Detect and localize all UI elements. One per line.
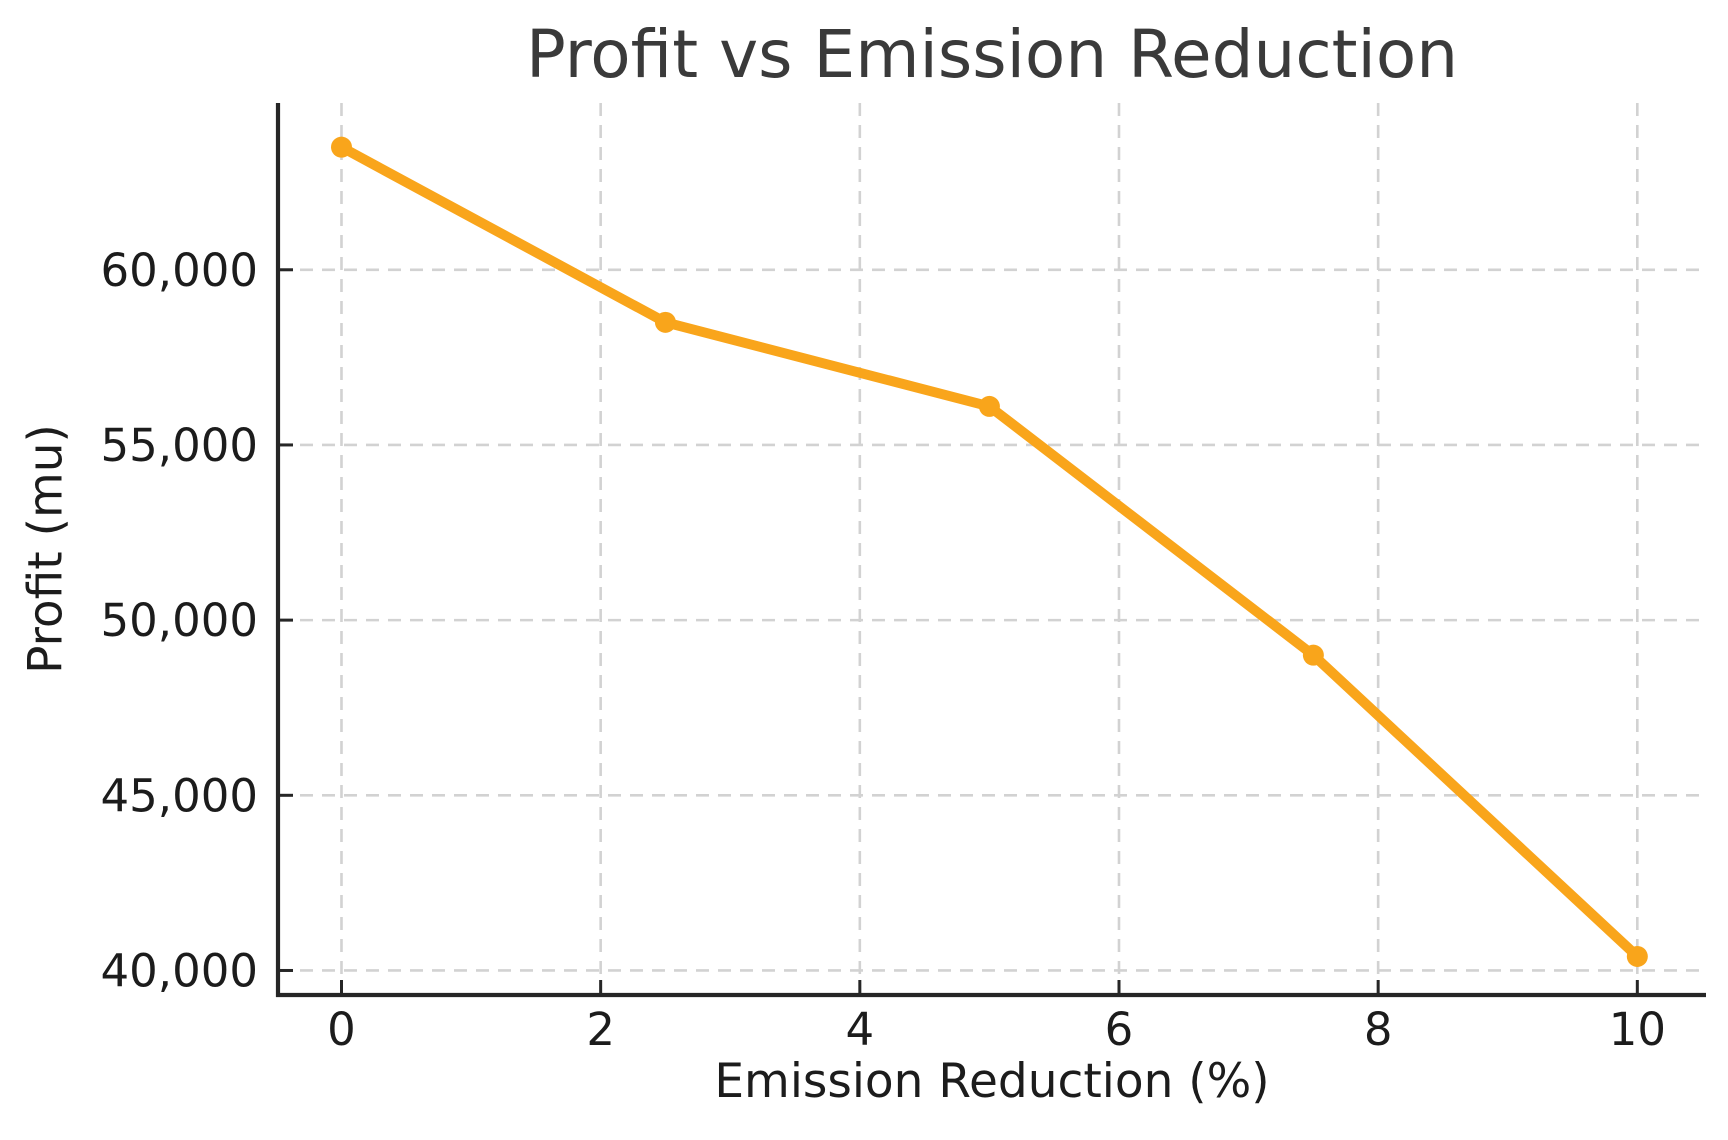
- x-axis-label: Emission Reduction (%): [714, 1054, 1270, 1109]
- y-tick-label: 55,000: [101, 419, 258, 472]
- data-point-marker: [330, 136, 352, 158]
- y-tick-label: 60,000: [101, 244, 258, 297]
- data-point-marker: [654, 311, 676, 333]
- x-tick-label: 6: [1105, 1003, 1134, 1056]
- chart-title: Profit vs Emission Reduction: [525, 16, 1459, 93]
- data-point-marker: [978, 395, 1000, 417]
- y-tick-label: 40,000: [101, 944, 258, 997]
- data-point-marker: [1626, 945, 1648, 967]
- x-tick-label: 0: [327, 1003, 356, 1056]
- y-tick-label: 50,000: [101, 594, 258, 647]
- data-point-marker: [1302, 644, 1324, 666]
- x-tick-label: 4: [846, 1003, 875, 1056]
- x-tick-label: 10: [1609, 1003, 1666, 1056]
- x-tick-label: 8: [1364, 1003, 1393, 1056]
- x-tick-label: 2: [586, 1003, 615, 1056]
- y-tick-label: 45,000: [101, 769, 258, 822]
- y-axis-label: Profit (mu): [18, 424, 74, 674]
